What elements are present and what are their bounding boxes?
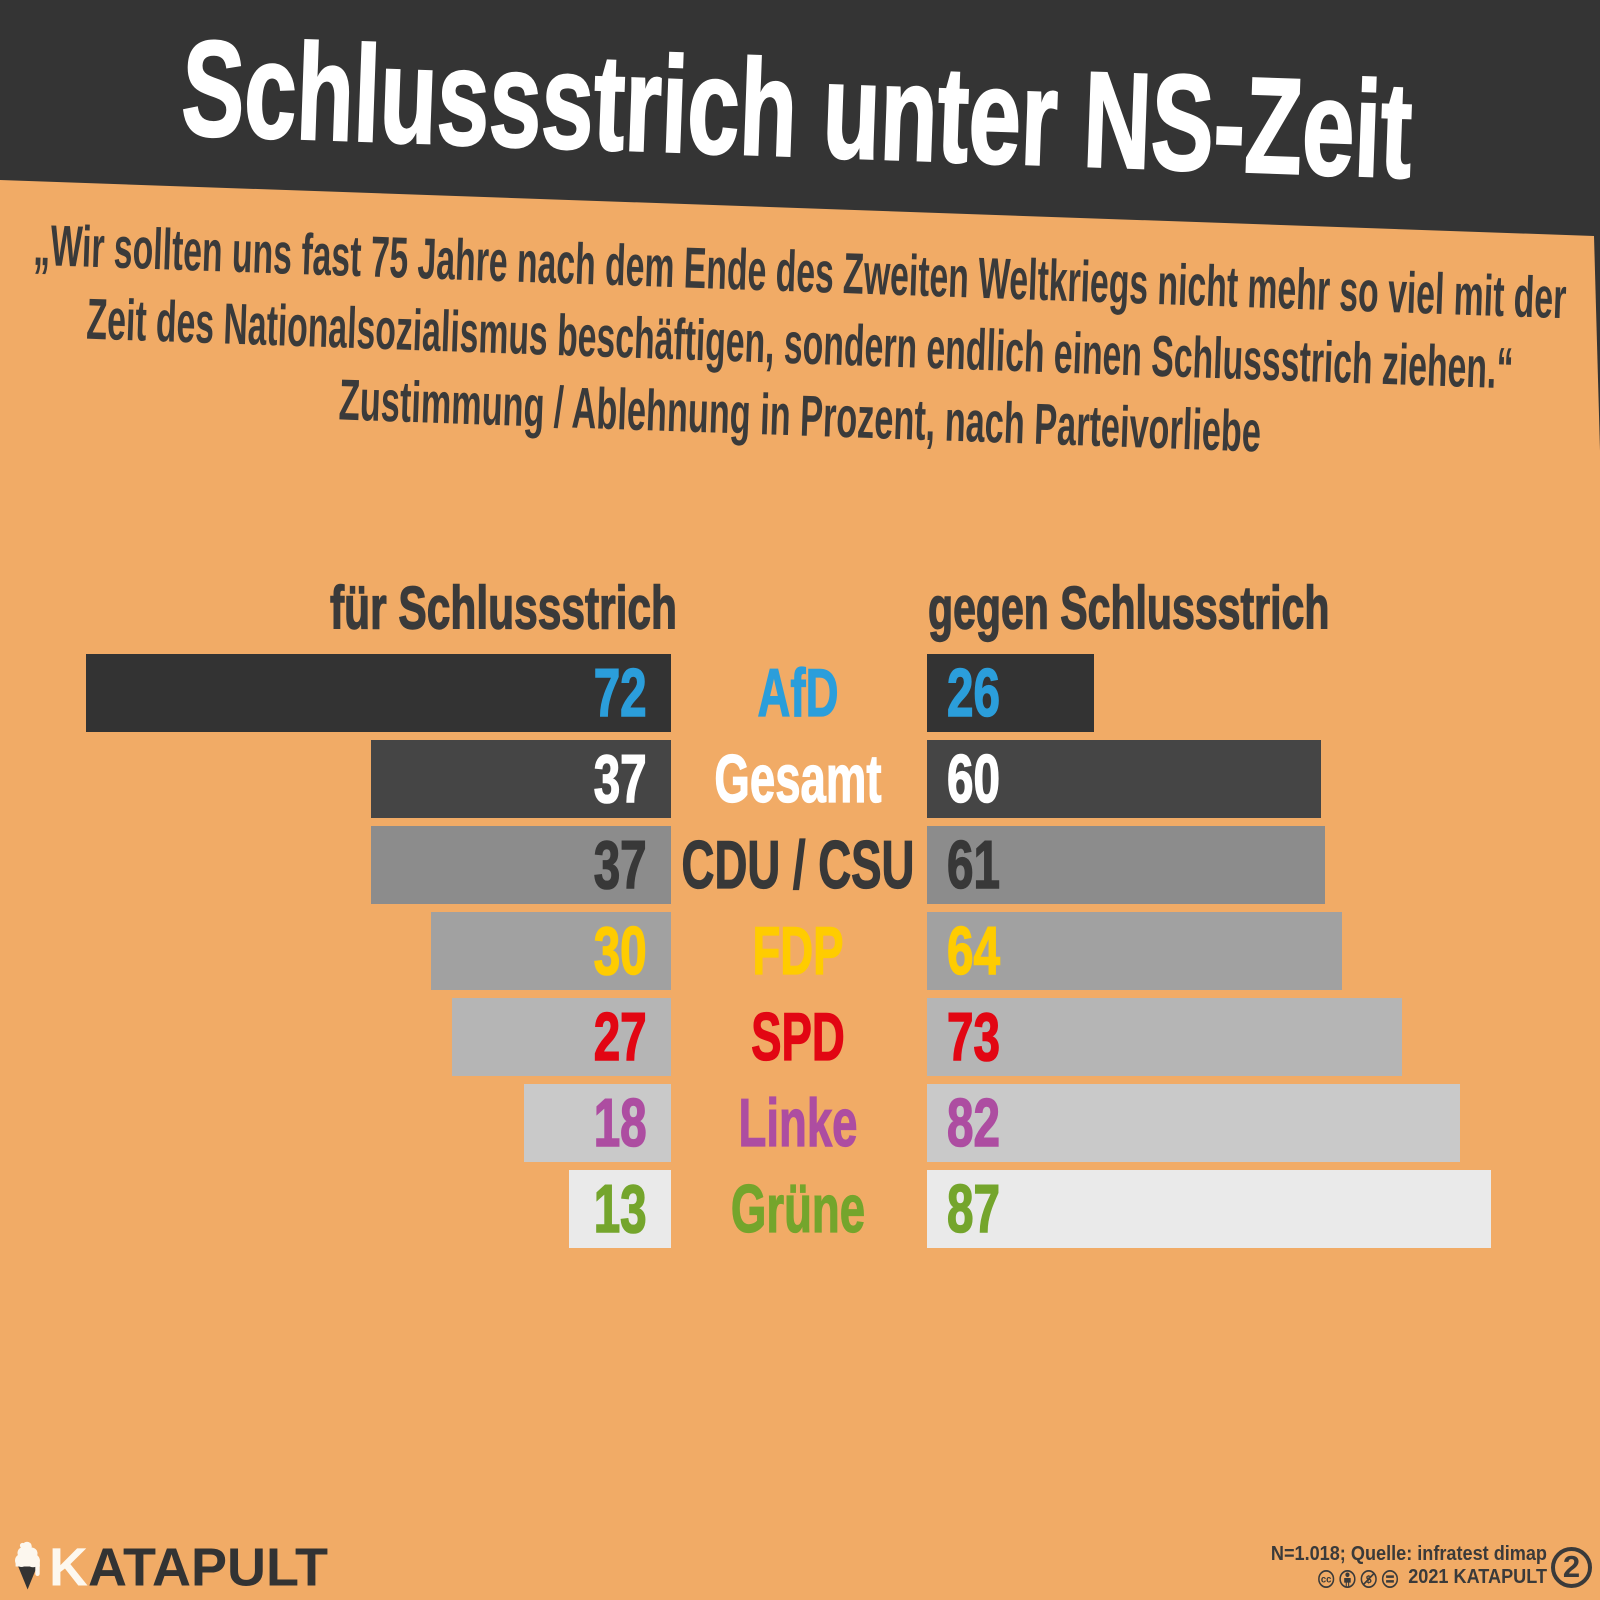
svg-text:cc: cc (1320, 1574, 1331, 1586)
svg-text:ATAPULT: ATAPULT (88, 1540, 328, 1596)
svg-text:K: K (49, 1540, 88, 1596)
